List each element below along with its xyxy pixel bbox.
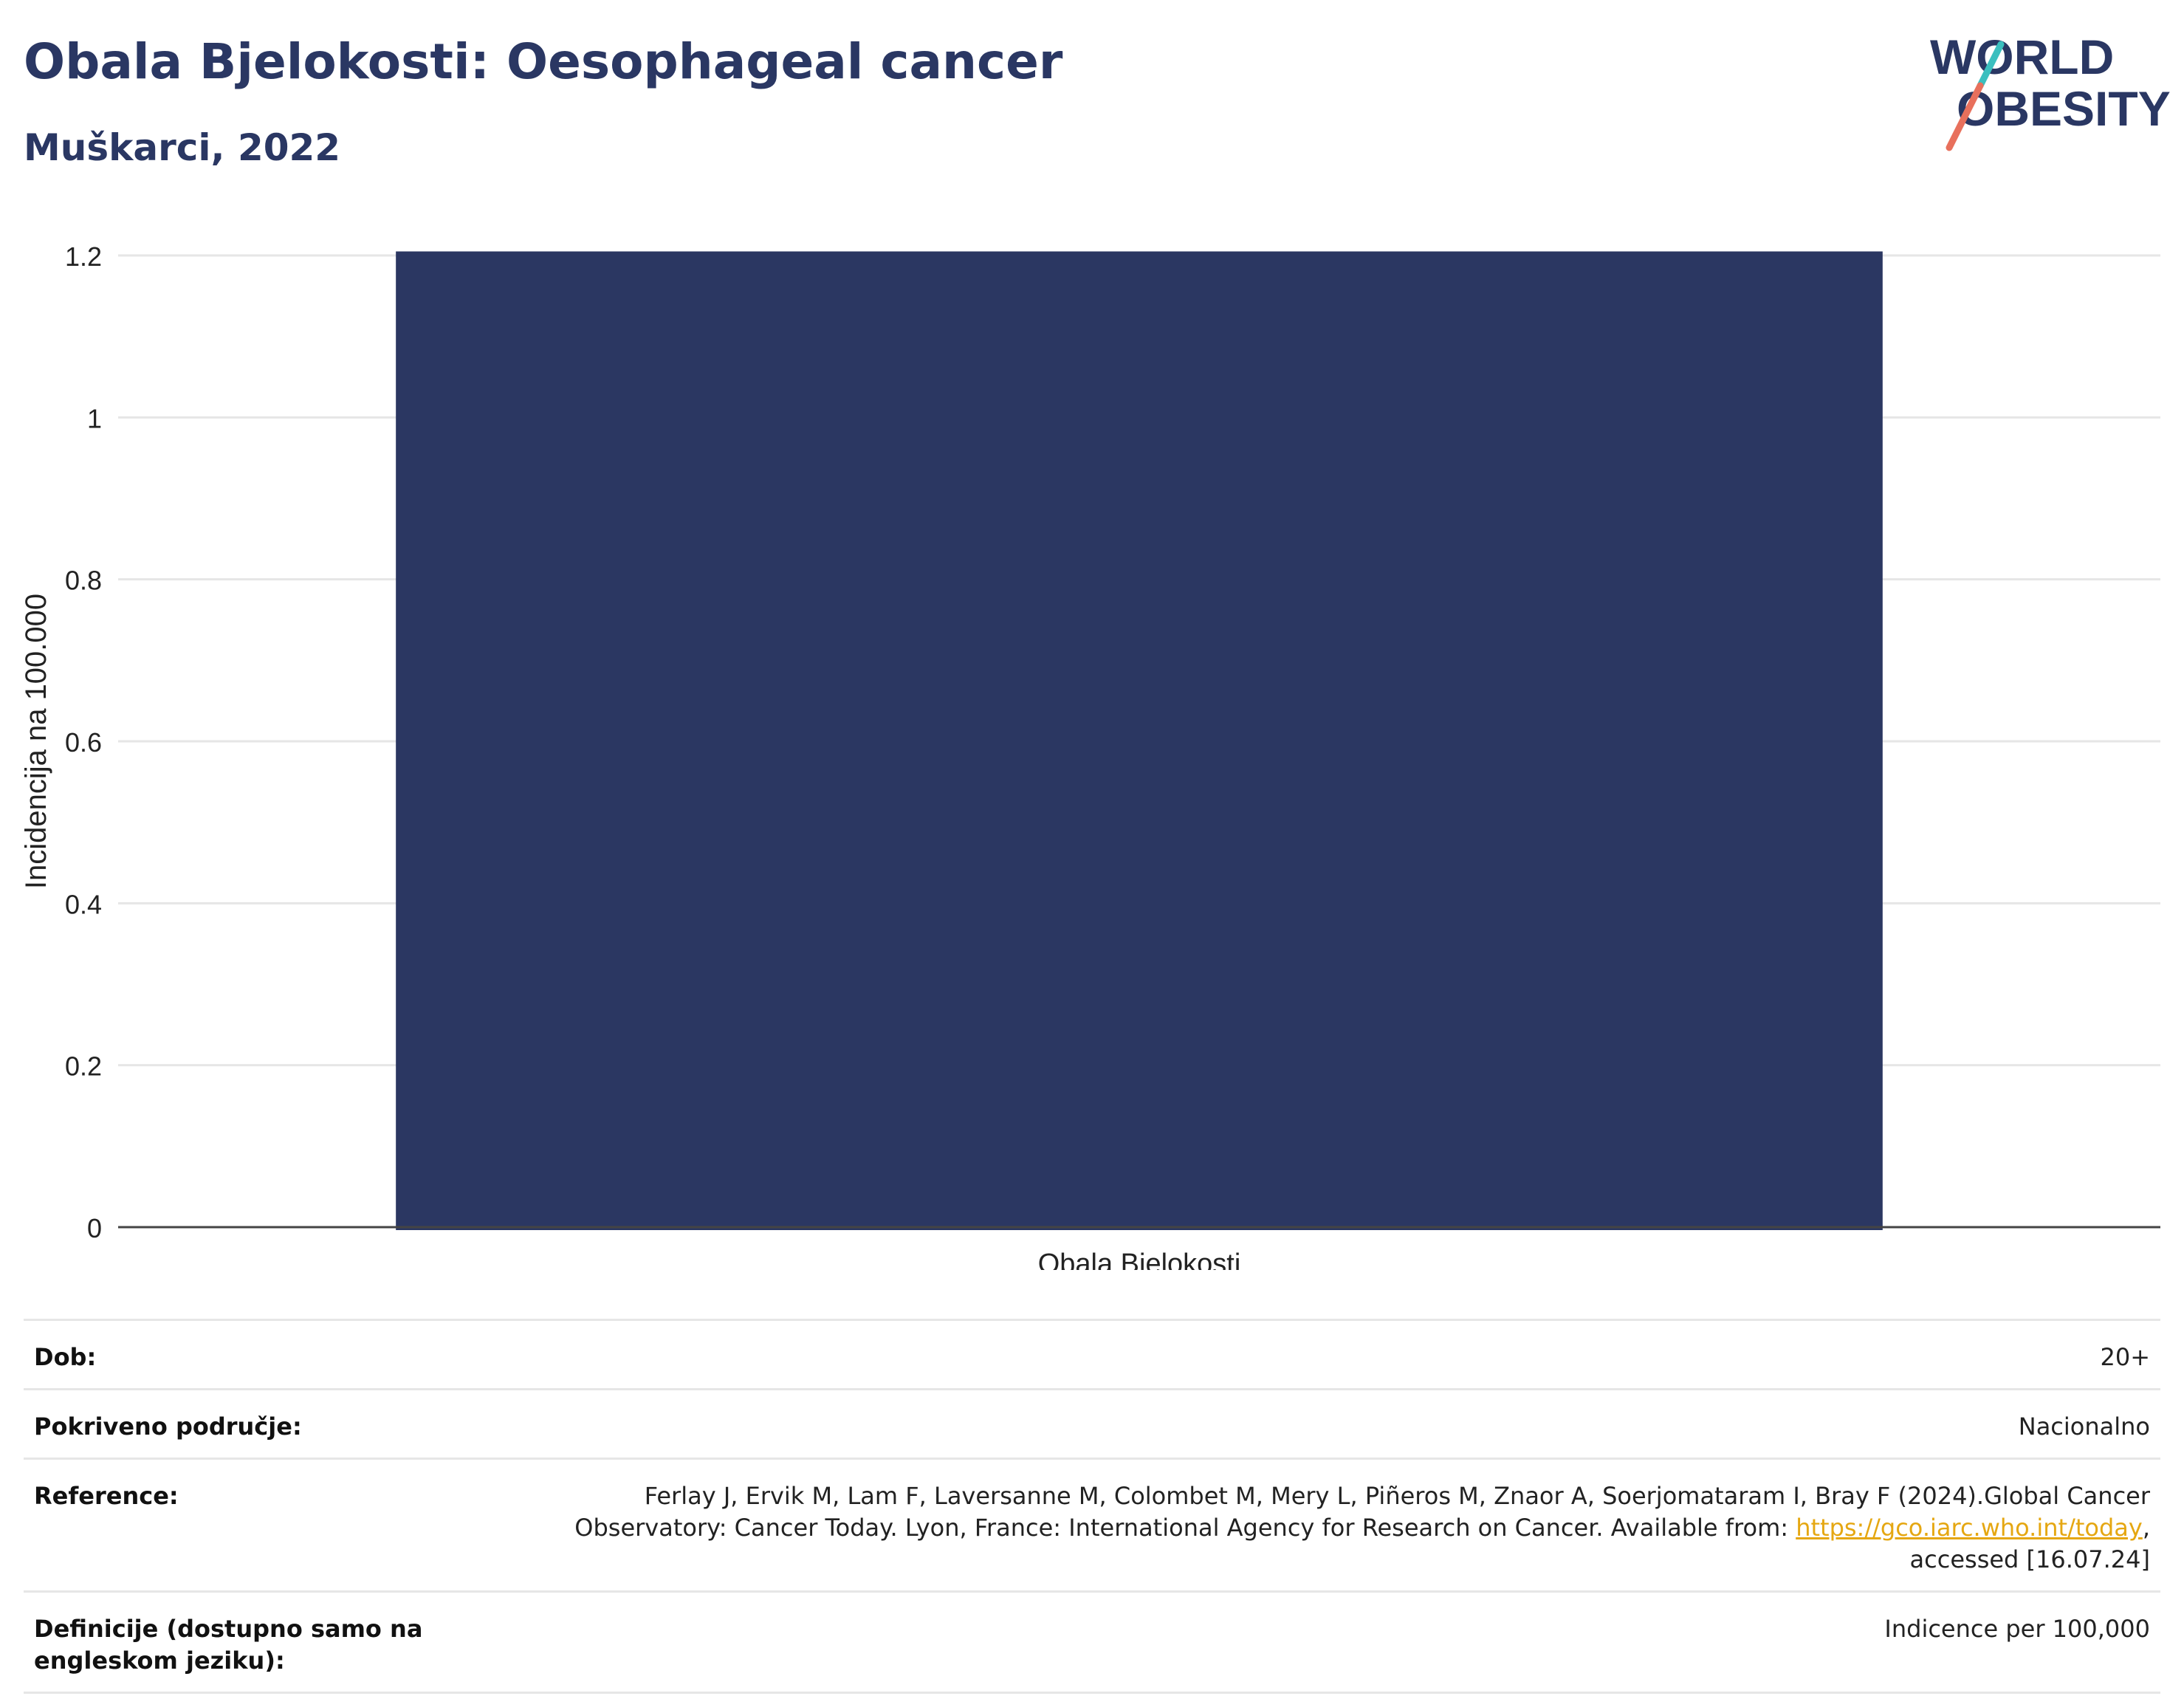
info-row-reference: Reference: Ferlay J, Ervik M, Lam F, Lav… <box>24 1458 2160 1592</box>
info-row-age: Dob: 20+ <box>24 1319 2160 1390</box>
info-row-definitions: Definicije (dostupno samo na engleskom j… <box>24 1590 2160 1694</box>
bar <box>396 251 1883 1231</box>
info-value: Ferlay J, Ervik M, Lam F, Laversanne M, … <box>561 1458 2160 1592</box>
info-value: Nacionalno <box>561 1388 2160 1459</box>
logo-line2: OBESITY <box>1957 81 2171 136</box>
bar-chart: 0 0.2 0.4 0.6 0.8 1 1.2 Obala Bjelokosti Incide… <box>20 241 2160 1270</box>
logo-slash-top <box>1977 41 2005 89</box>
y-tick-label: 0.6 <box>65 727 102 758</box>
info-value: 20+ <box>561 1319 2160 1390</box>
info-label: Reference: <box>24 1458 561 1592</box>
reference-link[interactable]: https://gco.iarc.who.int/today <box>1796 1514 2143 1542</box>
y-axis-label: Incidencija na 100.000 <box>20 594 52 889</box>
info-label: Pokriveno područje: <box>24 1388 561 1459</box>
logo-slash-bottom <box>1946 82 1984 151</box>
axes: 0 0.2 0.4 0.6 0.8 1 1.2 Obala Bjelokosti <box>65 241 2160 1270</box>
page-subtitle: Muškarci, 2022 <box>24 126 341 169</box>
bars <box>396 251 1883 1231</box>
logo-line1: WORLD <box>1930 30 2114 84</box>
y-tick-label: 1.2 <box>65 241 102 272</box>
info-value: Indicence per 100,000 <box>561 1590 2160 1694</box>
y-tick-label: 0 <box>87 1213 102 1243</box>
y-tick-label: 1 <box>87 403 102 433</box>
info-label: Dob: <box>24 1319 561 1390</box>
y-tick-label: 0.4 <box>65 889 102 919</box>
info-row-coverage: Pokriveno područje: Nacionalno <box>24 1388 2160 1459</box>
page-title: Obala Bjelokosti: Oesophageal cancer <box>24 33 1063 90</box>
y-tick-label: 0.8 <box>65 566 102 596</box>
reference-accessed: , accessed [16.07.24] <box>1909 1514 2150 1573</box>
info-table: Dob: 20+ Pokriveno područje: Nacionalno … <box>24 1319 2160 1694</box>
x-tick-label: Obala Bjelokosti <box>1038 1249 1241 1270</box>
reference-text: Ferlay J, Ervik M, Lam F, Laversanne M, … <box>574 1482 2150 1542</box>
info-label: Definicije (dostupno samo na engleskom j… <box>24 1590 561 1694</box>
y-tick-label: 0.2 <box>65 1051 102 1082</box>
world-obesity-logo: WORLD OBESITY <box>1930 30 2171 151</box>
